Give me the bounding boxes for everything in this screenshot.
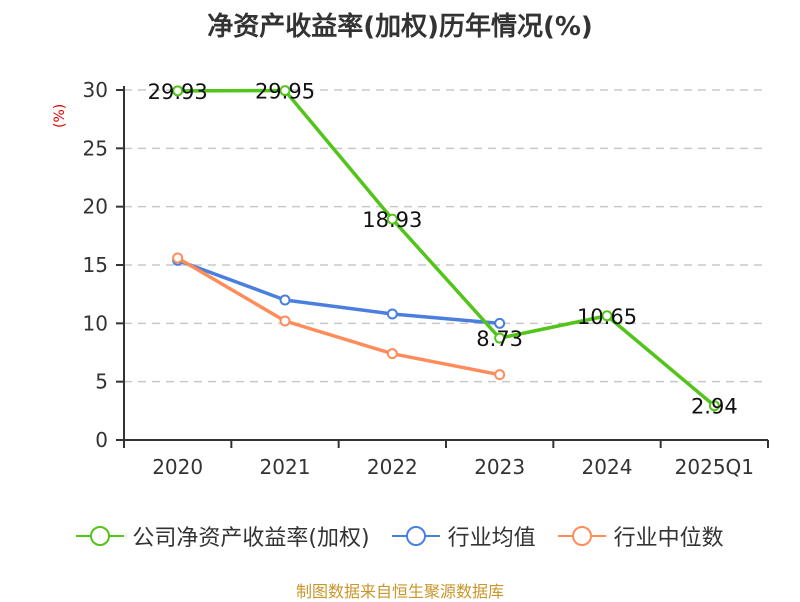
data-point: [386, 348, 398, 360]
legend-marker-icon: [76, 526, 125, 546]
y-tick-label: 0: [95, 428, 108, 452]
data-source-footer: 制图数据来自恒生聚源数据库: [295, 582, 504, 601]
y-tick-label: 10: [83, 311, 108, 335]
data-point: [279, 85, 291, 97]
y-tick-label: 25: [83, 136, 108, 160]
series-line: [176, 256, 501, 377]
data-point: [279, 315, 291, 327]
series-line: [177, 88, 716, 408]
legend-label: 行业均值: [447, 526, 536, 551]
data-point: [494, 317, 506, 329]
data-label: 18.93: [362, 208, 422, 232]
data-point: [172, 85, 184, 97]
data-point: [386, 308, 398, 320]
line-chart: 0 5 10 15 20 25 30 2020 2021 2022 2023 2024 2025Q1 29…: [83, 78, 769, 479]
legend-label: 行业中位数: [613, 526, 724, 551]
x-tick-label: 2025Q1: [675, 455, 754, 479]
legend-marker-icon: [557, 526, 606, 546]
y-tick-label: 30: [83, 78, 108, 102]
legend-marker-icon: [391, 526, 440, 546]
data-point: [708, 400, 720, 412]
x-tick-label: 2020: [152, 455, 203, 479]
data-point: [172, 252, 184, 264]
chart-title: 净资产收益率(加权)历年情况(%): [207, 12, 593, 42]
y-tick-label: 15: [83, 253, 108, 277]
x-tick-label: 2021: [260, 455, 311, 479]
data-point: [601, 310, 613, 322]
data-point: [494, 369, 506, 381]
data-label: 29.95: [255, 80, 315, 104]
data-point: [279, 294, 291, 306]
x-tick-label: 2024: [582, 455, 633, 479]
y-tick-label: 20: [83, 195, 108, 219]
data-label: 2.94: [691, 395, 738, 419]
legend-item[interactable]: 公司净资产收益率(加权): [76, 520, 370, 552]
legend-item[interactable]: 行业均值: [391, 520, 536, 552]
legend-item[interactable]: 行业中位数: [557, 520, 724, 552]
data-point: [494, 332, 506, 344]
legend-label: 公司净资产收益率(加权): [132, 526, 370, 551]
data-label: 8.73: [476, 327, 523, 351]
y-tick-label: 5: [95, 370, 108, 394]
x-tick-label: 2022: [367, 455, 418, 479]
data-label: 29.93: [148, 80, 208, 104]
data-point: [386, 213, 398, 225]
x-tick-label: 2023: [474, 455, 525, 479]
series-line: [177, 258, 500, 326]
legend: 公司净资产收益率(加权) 行业均值 行业中位数: [0, 520, 800, 552]
data-label: 10.65: [577, 305, 637, 329]
